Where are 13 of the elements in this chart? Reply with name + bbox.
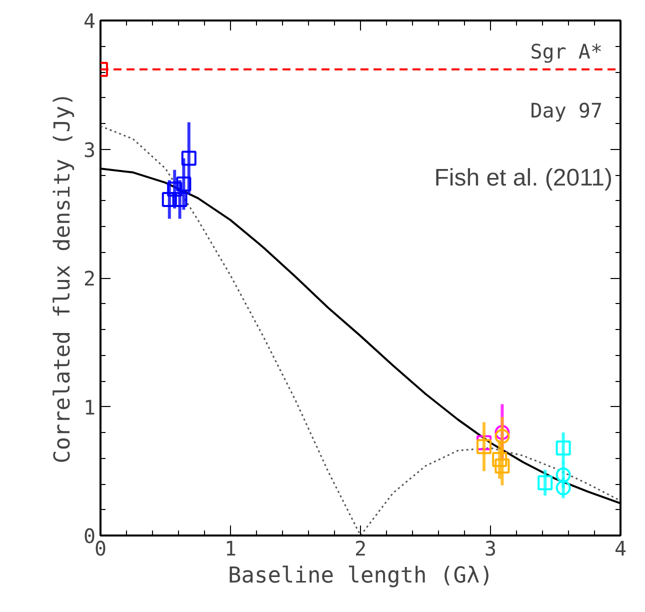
annotation: Fish et al. (2011)	[434, 164, 613, 192]
x-tick-label: 3	[484, 536, 497, 560]
y-tick-label: 4	[83, 9, 96, 33]
x-tick-label: 2	[354, 536, 367, 560]
x-tick-label: 1	[224, 536, 237, 560]
ref-line-label: Sgr A*	[530, 39, 603, 64]
y-tick-label: 1	[83, 395, 96, 420]
y-tick-label: 2	[83, 266, 96, 290]
annotation: Day 97	[530, 98, 603, 122]
y-axis-title: Correlated flux density (Jy)	[50, 92, 76, 464]
x-axis-title: Baseline length (Gλ)	[228, 564, 493, 588]
x-tick-label: 4	[614, 536, 627, 560]
y-tick-label: 3	[83, 138, 96, 162]
